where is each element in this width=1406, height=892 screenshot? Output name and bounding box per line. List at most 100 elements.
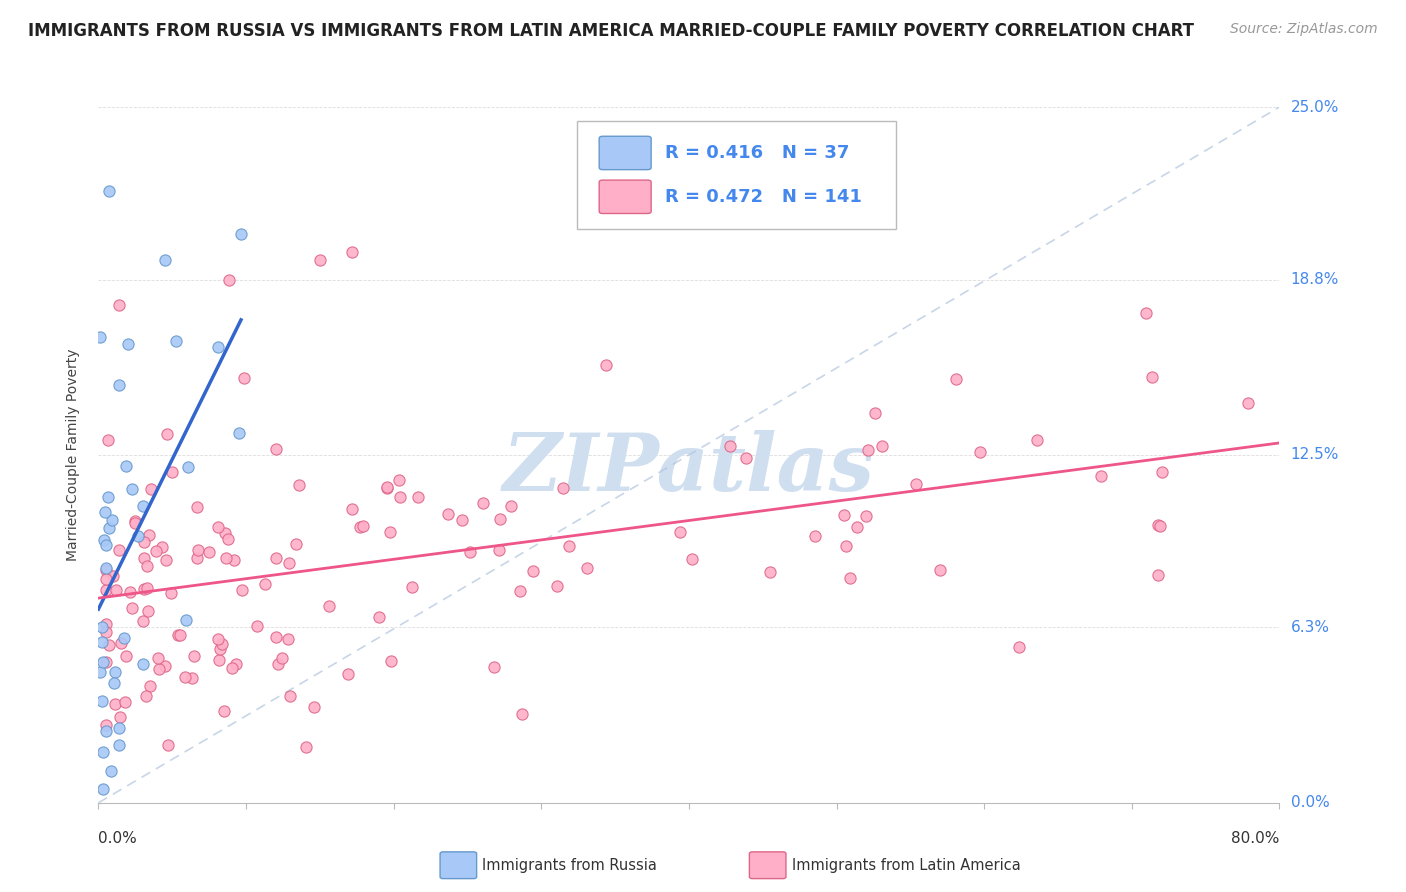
Point <box>207 520 229 534</box>
Point <box>389 490 412 504</box>
Point <box>114 695 136 709</box>
Point <box>835 540 858 554</box>
Point <box>89 665 111 679</box>
Point <box>254 577 277 591</box>
Point <box>337 667 360 681</box>
Point <box>380 654 402 668</box>
Point <box>1090 469 1112 483</box>
Point <box>155 658 177 673</box>
Text: IMMIGRANTS FROM RUSSIA VS IMMIGRANTS FROM LATIN AMERICA MARRIED-COUPLE FAMILY PO: IMMIGRANTS FROM RUSSIA VS IMMIGRANTS FRO… <box>28 22 1194 40</box>
Point <box>224 553 246 567</box>
Point <box>169 628 191 642</box>
Text: 0.0%: 0.0% <box>98 830 138 846</box>
Point <box>278 690 301 704</box>
Point <box>855 508 877 523</box>
Point <box>225 657 247 672</box>
Y-axis label: Married-Couple Family Poverty: Married-Couple Family Poverty <box>66 349 80 561</box>
Point <box>870 439 893 453</box>
Point <box>471 496 494 510</box>
Point <box>148 662 170 676</box>
Point <box>132 535 155 549</box>
Point <box>488 543 510 558</box>
Point <box>1149 519 1171 533</box>
Point <box>146 650 169 665</box>
Point <box>1135 306 1157 320</box>
Point <box>482 660 505 674</box>
Point <box>509 584 531 599</box>
Point <box>264 551 287 566</box>
Point <box>266 657 288 671</box>
Point <box>167 628 190 642</box>
Point <box>832 508 855 522</box>
Point <box>1150 465 1173 479</box>
Point <box>1008 640 1031 655</box>
Point <box>110 636 132 650</box>
Point <box>177 459 200 474</box>
Point <box>845 520 868 534</box>
FancyBboxPatch shape <box>576 121 896 229</box>
Point <box>207 340 229 354</box>
Point <box>118 585 141 599</box>
Point <box>302 700 325 714</box>
Point <box>104 665 127 680</box>
Point <box>114 459 136 474</box>
Point <box>1147 517 1170 532</box>
Point <box>576 560 599 574</box>
Point <box>211 637 233 651</box>
Point <box>458 545 481 559</box>
Text: 6.3%: 6.3% <box>1291 620 1330 635</box>
Point <box>246 619 269 633</box>
Point <box>97 521 120 535</box>
Point <box>221 661 243 675</box>
Point <box>132 614 155 628</box>
Point <box>308 253 330 268</box>
Point <box>94 718 117 732</box>
Point <box>735 451 758 466</box>
Point <box>138 528 160 542</box>
Point <box>117 336 139 351</box>
Point <box>349 520 371 534</box>
Point <box>132 657 155 671</box>
Point <box>510 706 533 721</box>
Point <box>112 632 135 646</box>
Point <box>156 738 179 752</box>
Point <box>367 610 389 624</box>
Text: 18.8%: 18.8% <box>1291 272 1339 287</box>
Point <box>104 697 127 711</box>
Point <box>499 499 522 513</box>
Point <box>214 550 236 565</box>
Point <box>186 500 208 515</box>
Point <box>108 298 131 312</box>
Point <box>94 723 117 738</box>
Point <box>108 710 131 724</box>
Text: Source: ZipAtlas.com: Source: ZipAtlas.com <box>1230 22 1378 37</box>
Point <box>551 481 574 495</box>
Point <box>233 371 256 385</box>
Point <box>401 580 423 594</box>
Point <box>155 552 177 566</box>
Point <box>136 558 159 573</box>
Point <box>132 499 155 513</box>
Point <box>156 427 179 442</box>
Point <box>174 670 197 684</box>
Point <box>380 525 402 540</box>
Point <box>108 721 131 735</box>
Point <box>153 253 176 268</box>
Point <box>134 550 156 565</box>
Point <box>271 650 294 665</box>
Point <box>208 653 231 667</box>
Point <box>91 693 114 707</box>
Point <box>107 738 129 752</box>
Text: 25.0%: 25.0% <box>1291 100 1339 114</box>
Point <box>121 601 143 615</box>
Point <box>758 565 780 579</box>
Point <box>669 524 692 539</box>
Point <box>450 513 472 527</box>
Point <box>839 571 862 585</box>
Point <box>264 442 287 456</box>
Text: 0.0%: 0.0% <box>1291 796 1329 810</box>
Point <box>101 513 124 527</box>
Point <box>94 655 117 669</box>
Point <box>145 544 167 558</box>
Text: ZIPatlas: ZIPatlas <box>503 430 875 508</box>
